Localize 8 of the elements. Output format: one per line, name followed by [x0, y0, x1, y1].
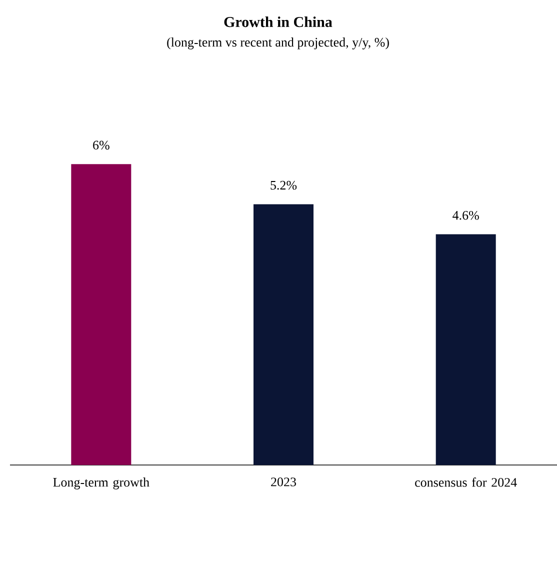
data-label: 6%	[92, 140, 110, 150]
chart-title: Growth in China	[224, 16, 332, 28]
data-label: 4.6%	[452, 210, 479, 220]
x-tick-label: 2023	[270, 478, 296, 486]
data-label: 5.2%	[270, 180, 296, 190]
x-tick-label: consensus for 2024	[414, 478, 517, 487]
chart-subtitle: (long-term vs recent and projected, y/y, %)	[166, 38, 389, 50]
x-tick-label: Long-term growth	[52, 478, 150, 490]
